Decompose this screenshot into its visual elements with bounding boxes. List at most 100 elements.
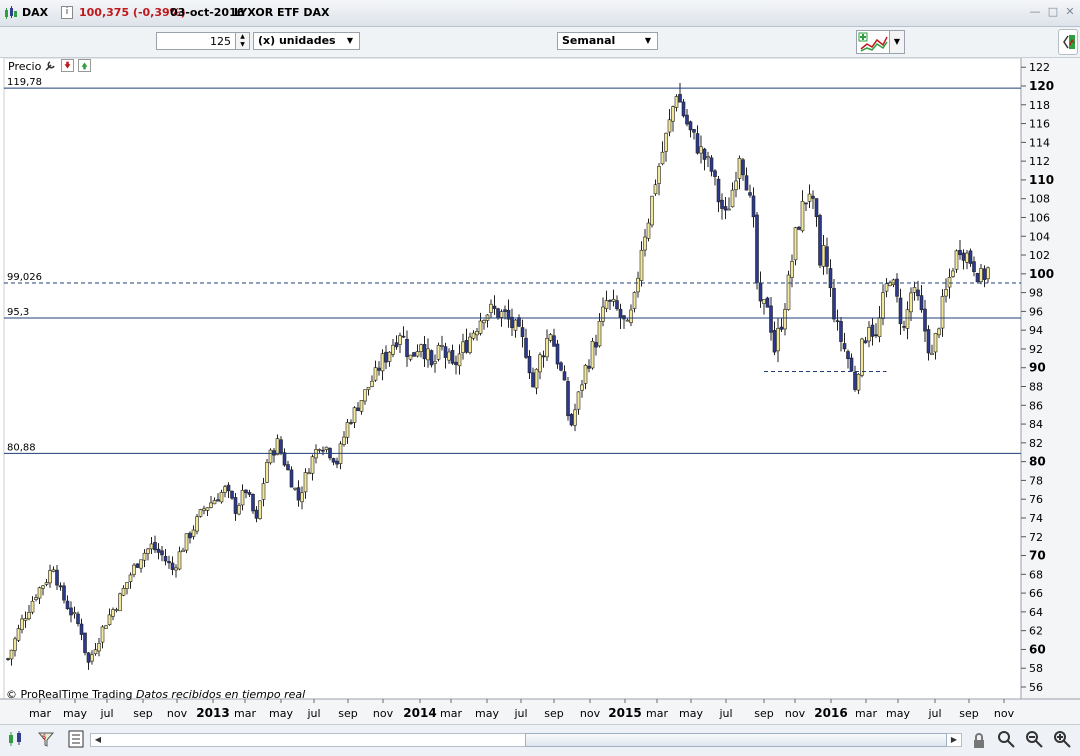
minimize-icon[interactable]: — bbox=[1029, 5, 1041, 18]
candle-body bbox=[513, 319, 518, 331]
candle-body bbox=[188, 532, 192, 539]
scrollbar-thumb[interactable] bbox=[525, 733, 947, 747]
candle-body bbox=[90, 654, 94, 662]
candle-body bbox=[734, 180, 738, 191]
data-attribution: © ProRealTime Trading Datos recibidos en… bbox=[6, 688, 305, 701]
x-tick-label: sep bbox=[754, 707, 773, 720]
indicators-chart-icon bbox=[858, 32, 888, 52]
toolbar: 125 ▲ ▼ (x) unidades ▼ Semanal ▼ ▼ bbox=[0, 27, 1080, 58]
scroll-left-icon[interactable]: ◀ bbox=[94, 735, 102, 744]
fit-zoom-icon[interactable] bbox=[996, 729, 1016, 749]
candle-body bbox=[247, 492, 252, 495]
candle-body bbox=[744, 175, 749, 191]
quote-date: 03-oct-2016 bbox=[170, 6, 245, 19]
candle-body bbox=[303, 472, 308, 493]
candle-body bbox=[289, 469, 294, 488]
timeframe-select-value: Semanal bbox=[562, 34, 616, 47]
y-tick-label: 86 bbox=[1029, 399, 1043, 412]
y-tick-label: 108 bbox=[1029, 193, 1050, 206]
candle-body bbox=[975, 273, 980, 283]
close-icon[interactable]: ✕ bbox=[1065, 5, 1075, 18]
candle-body bbox=[737, 157, 742, 179]
scroll-right-icon[interactable]: ▶ bbox=[950, 735, 958, 744]
candle-body bbox=[919, 295, 924, 311]
x-tick-label: may bbox=[475, 707, 499, 720]
candle-body bbox=[548, 334, 553, 341]
move-up-icon[interactable] bbox=[78, 59, 91, 72]
info-icon[interactable]: i bbox=[61, 6, 73, 19]
realtime-note: Datos recibidos en tiempo real bbox=[135, 688, 306, 701]
candle-body bbox=[881, 292, 885, 319]
add-indicator-button[interactable] bbox=[856, 30, 890, 54]
candle-body bbox=[240, 490, 245, 506]
candle-body bbox=[34, 597, 38, 600]
candle-body bbox=[856, 373, 861, 391]
indicator-menu-button[interactable]: ▼ bbox=[890, 30, 905, 54]
candle-body bbox=[72, 612, 77, 615]
candle-body bbox=[135, 563, 140, 568]
candle-body bbox=[499, 311, 504, 318]
candle-body bbox=[916, 289, 920, 297]
wrench-icon[interactable] bbox=[44, 59, 57, 72]
units-select[interactable]: (x) unidades ▼ bbox=[253, 32, 360, 50]
candle-body bbox=[387, 351, 392, 362]
candle-body bbox=[184, 533, 189, 551]
candle-body bbox=[793, 227, 798, 261]
y-tick-label: 60 bbox=[1029, 642, 1046, 656]
candle-body bbox=[968, 250, 973, 264]
timeframe-select[interactable]: Semanal ▼ bbox=[557, 32, 658, 50]
candle-body bbox=[692, 129, 696, 133]
y-tick-label: 84 bbox=[1029, 418, 1043, 431]
candle-body bbox=[181, 549, 185, 553]
quantity-stepper[interactable]: ▲ ▼ bbox=[236, 32, 250, 50]
candlestick-style-icon[interactable] bbox=[6, 729, 26, 749]
lock-scale-icon[interactable] bbox=[970, 731, 990, 751]
candle-body bbox=[562, 371, 567, 381]
candle-body bbox=[944, 289, 948, 297]
candle-body bbox=[821, 245, 826, 267]
candle-body bbox=[209, 502, 213, 508]
candle-body bbox=[195, 516, 199, 532]
horizontal-line-label: 95,3 bbox=[7, 307, 29, 318]
candle-body bbox=[730, 189, 735, 208]
candle-body bbox=[384, 351, 388, 363]
candle-body bbox=[237, 505, 241, 515]
candle-body bbox=[233, 497, 238, 514]
price-filter-icon[interactable]: $ bbox=[36, 729, 56, 749]
candle-body bbox=[846, 351, 850, 360]
maximize-icon[interactable]: □ bbox=[1047, 5, 1059, 18]
candle-body bbox=[636, 277, 640, 293]
quantity-input[interactable]: 125 bbox=[156, 32, 236, 50]
x-tick-label: sep bbox=[338, 707, 357, 720]
screener-icon[interactable] bbox=[66, 729, 86, 749]
candle-body bbox=[860, 338, 864, 376]
candle-body bbox=[286, 464, 290, 471]
price-panel-label: Precio bbox=[8, 60, 42, 73]
candle-body bbox=[751, 195, 756, 218]
candle-body bbox=[216, 499, 220, 502]
candle-body bbox=[615, 300, 619, 310]
x-tick-label: may bbox=[269, 707, 293, 720]
candle-body bbox=[545, 338, 549, 358]
candle-body bbox=[30, 600, 35, 613]
move-down-icon[interactable] bbox=[61, 59, 74, 72]
horizontal-line-label: 80,88 bbox=[7, 442, 36, 453]
candle-body bbox=[471, 332, 476, 339]
candle-body bbox=[79, 623, 84, 635]
candle-body bbox=[405, 338, 409, 357]
candle-body bbox=[863, 340, 868, 344]
side-panel-toggle[interactable] bbox=[1058, 29, 1078, 55]
candle-body bbox=[48, 570, 52, 584]
y-tick-label: 56 bbox=[1029, 681, 1043, 694]
zoom-out-icon[interactable] bbox=[1024, 729, 1044, 749]
candle-body bbox=[629, 309, 633, 323]
x-axis-panel bbox=[0, 699, 1080, 724]
price-chart[interactable]: 56 58 60 62 64 66 68 70 72 74 76 78 80 82 84 86 88 90 92 94… bbox=[0, 58, 1080, 724]
candle-body bbox=[380, 353, 385, 372]
y-tick-label: 88 bbox=[1029, 381, 1043, 394]
candle-body bbox=[391, 344, 395, 355]
candle-body bbox=[317, 449, 322, 451]
zoom-in-icon[interactable] bbox=[1052, 729, 1072, 749]
y-tick-label: 104 bbox=[1029, 230, 1050, 243]
candle-body bbox=[370, 380, 374, 387]
